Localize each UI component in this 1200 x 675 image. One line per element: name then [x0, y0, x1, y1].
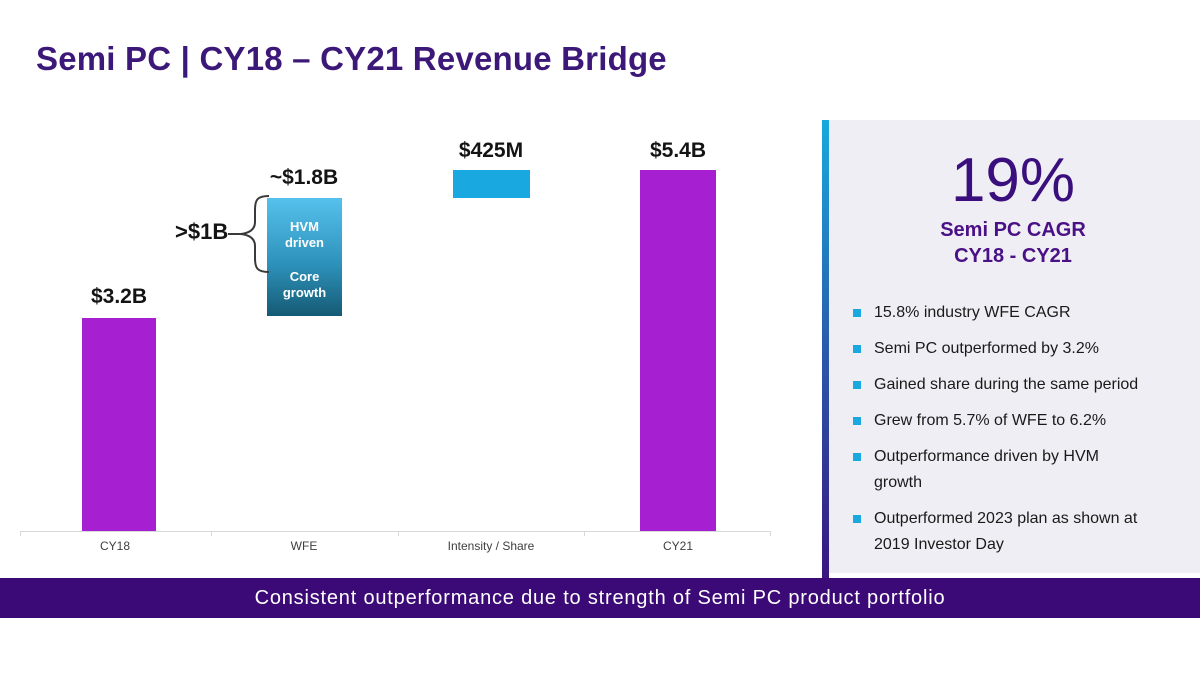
- bar-value-label-wfe: ~$1.8B: [269, 166, 339, 189]
- list-item: Outperformance driven by HVM growth: [853, 444, 1183, 496]
- axis-tick: [211, 531, 212, 536]
- highlight-panel: [822, 120, 1200, 573]
- cagr-subhead: Semi PC CAGR CY18 - CY21: [829, 217, 1197, 269]
- slide-title: Semi PC | CY18 – CY21 Revenue Bridge: [36, 40, 667, 77]
- bar-wfe: HVM driven Core growth: [267, 198, 342, 316]
- axis-tick: [770, 531, 771, 536]
- bullet-text: Semi PC outperformed by 3.2%: [874, 340, 1099, 357]
- bullet-text: Outperformance driven by HVM growth: [874, 448, 1099, 491]
- list-item: Grew from 5.7% of WFE to 6.2%: [853, 408, 1183, 434]
- footer: Investor Day 34: [0, 625, 1200, 675]
- x-axis-label-wfe: WFE: [290, 539, 318, 553]
- bar-value-label-cy21: $5.4B: [649, 139, 707, 162]
- segment-label-core-growth: Core growth: [282, 268, 327, 300]
- bar-cy18: [82, 318, 156, 531]
- bullet-text: Gained share during the same period: [874, 376, 1139, 393]
- axis-tick: [20, 531, 21, 536]
- cagr-subhead-line1: Semi PC CAGR: [940, 219, 1086, 241]
- list-item: Gained share during the same period: [853, 372, 1183, 398]
- list-item: Outperformed 2023 plan as shown at 2019 …: [853, 506, 1183, 558]
- cagr-subhead-line2: CY18 - CY21: [954, 245, 1072, 267]
- bullet-square-icon: [853, 417, 861, 425]
- takeaway-banner: Consistent outperformance due to strengt…: [0, 578, 1200, 618]
- bar-intensity-share: [453, 170, 530, 198]
- panel-accent-strip: [822, 120, 829, 618]
- callout-label-gt1b: >$1B: [175, 219, 229, 244]
- bullet-square-icon: [853, 309, 861, 317]
- bar-value-label-cy18: $3.2B: [90, 285, 148, 308]
- bullet-text: Outperformed 2023 plan as shown at 2019 …: [874, 510, 1138, 553]
- bullet-square-icon: [853, 515, 861, 523]
- bar-value-label-intensity: $425M: [458, 139, 524, 162]
- axis-tick: [398, 531, 399, 536]
- x-axis-label-cy18: CY18: [99, 539, 131, 553]
- bullet-text: 15.8% industry WFE CAGR: [874, 304, 1071, 321]
- bullet-square-icon: [853, 345, 861, 353]
- x-axis-line: [20, 531, 771, 536]
- bullet-square-icon: [853, 453, 861, 461]
- axis-tick: [584, 531, 585, 536]
- bullet-text: Grew from 5.7% of WFE to 6.2%: [874, 412, 1107, 429]
- revenue-bridge-chart: $3.2B ~$1.8B HVM driven Core growth >$1B…: [0, 120, 800, 580]
- list-item: Semi PC outperformed by 3.2%: [853, 336, 1183, 362]
- x-axis-label-intensity-share: Intensity / Share: [447, 539, 535, 553]
- bar-cy21: [640, 170, 716, 531]
- key-points-list: 15.8% industry WFE CAGR Semi PC outperfo…: [853, 300, 1183, 568]
- bullet-square-icon: [853, 381, 861, 389]
- list-item: 15.8% industry WFE CAGR: [853, 300, 1183, 326]
- cagr-headline: 19%: [950, 146, 1076, 215]
- x-axis-label-cy21: CY21: [662, 539, 694, 553]
- brace-icon: [228, 195, 270, 273]
- segment-label-hvm-driven: HVM driven: [284, 219, 324, 251]
